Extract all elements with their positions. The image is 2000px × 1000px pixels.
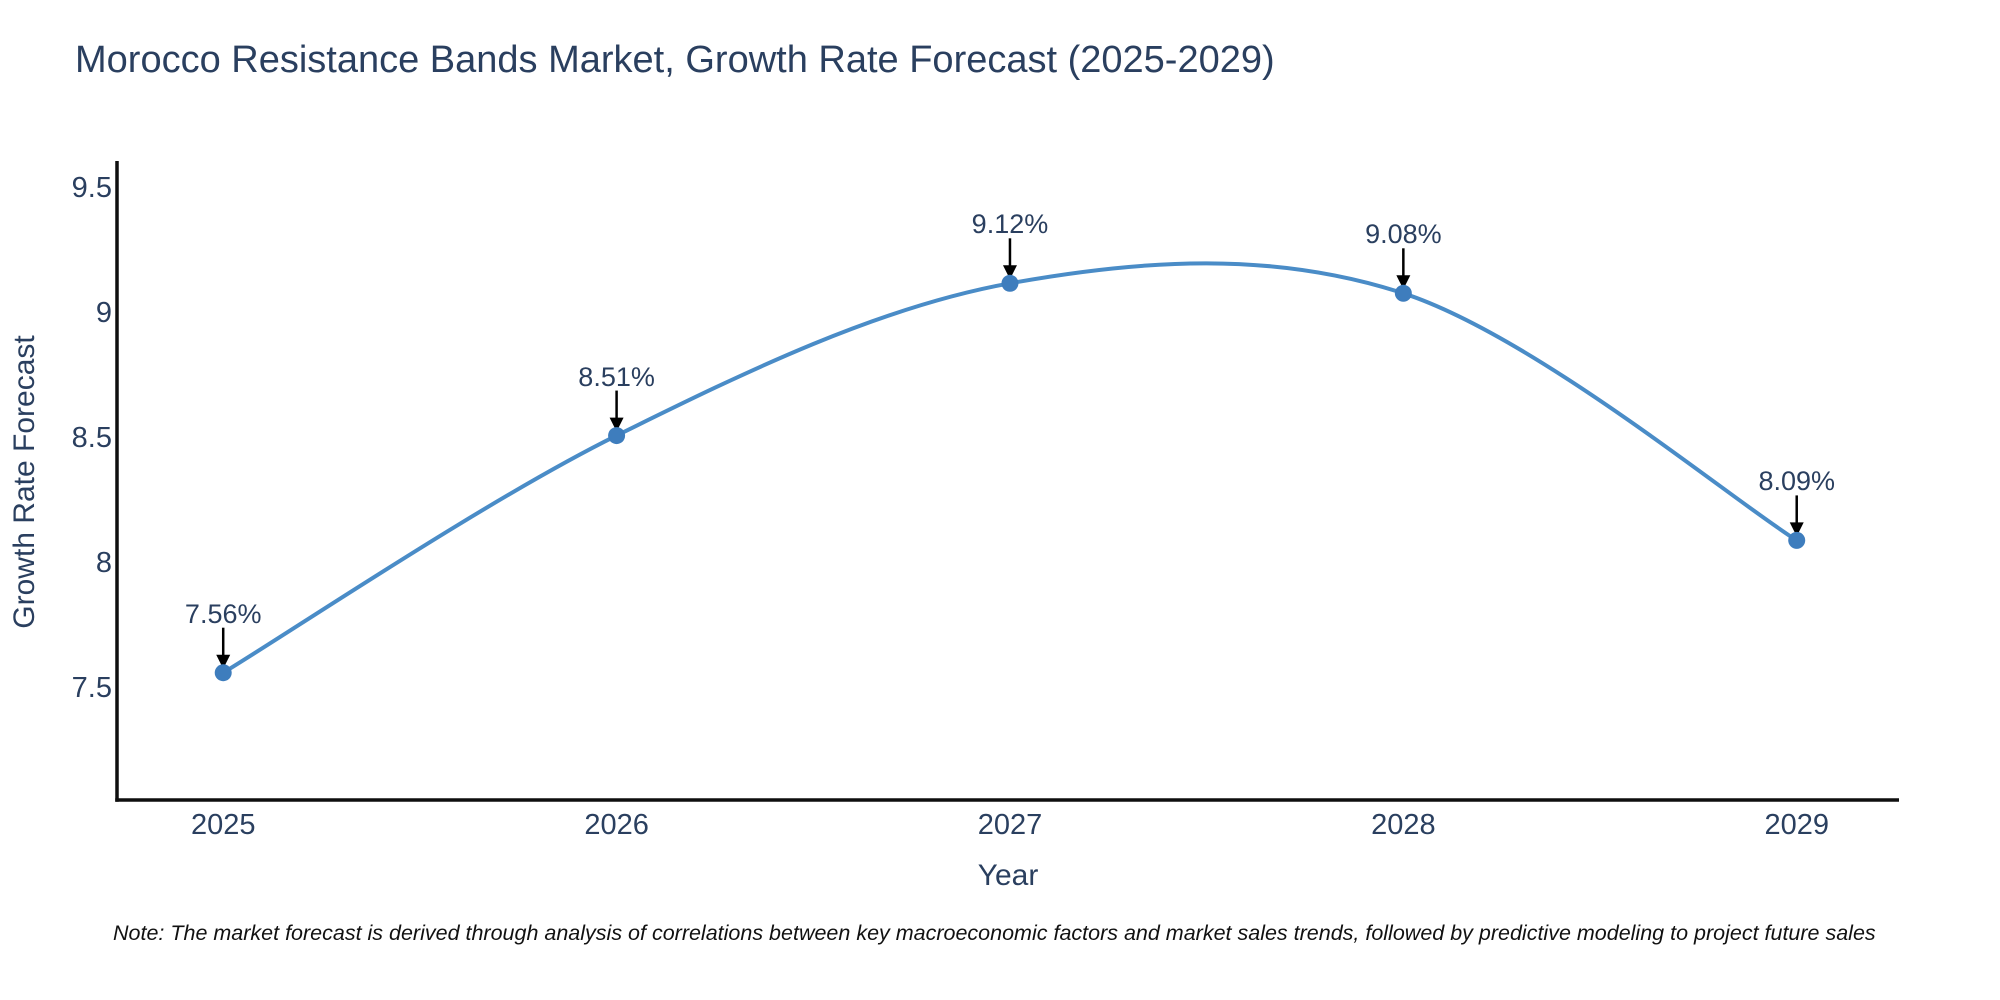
x-axis-title: Year (977, 859, 1039, 892)
point-annotation-label: 8.51% (578, 361, 655, 392)
y-tick-label: 9 (95, 297, 112, 330)
point-annotation-label: 7.56% (184, 598, 262, 629)
y-tick-label: 8.5 (71, 422, 112, 455)
annotation-arrowhead (609, 417, 624, 432)
point-annotation-label: 8.09% (1758, 466, 1835, 497)
point-annotation-label: 9.08% (1365, 219, 1442, 250)
footnote: Note: The market forecast is derived thr… (113, 921, 1876, 945)
x-tick-label: 2025 (190, 809, 256, 841)
x-tick-label: 2026 (584, 809, 649, 841)
annotation-arrowhead (1002, 265, 1017, 280)
point-annotation-label: 9.12% (971, 209, 1049, 240)
annotation-arrowhead (1789, 522, 1804, 537)
chart-title: Morocco Resistance Bands Market, Growth … (75, 39, 1275, 81)
y-tick-label: 9.5 (71, 172, 112, 205)
x-tick-label: 2028 (1371, 809, 1436, 841)
data-point-marker[interactable] (1001, 274, 1019, 292)
y-axis-title: Growth Rate Forecast (8, 335, 41, 629)
data-point-marker[interactable] (214, 664, 232, 682)
y-tick-label: 8 (95, 546, 112, 579)
data-point-marker[interactable] (1394, 284, 1412, 302)
data-point-marker[interactable] (1788, 531, 1806, 549)
y-tick-label: 7.5 (71, 671, 112, 704)
data-point-marker[interactable] (608, 427, 626, 445)
x-tick-label: 2027 (977, 809, 1043, 841)
annotation-arrowhead (1396, 275, 1411, 290)
trend-line (222, 261, 1798, 675)
x-tick-label: 2029 (1764, 809, 1829, 841)
annotation-arrowhead (216, 654, 231, 669)
